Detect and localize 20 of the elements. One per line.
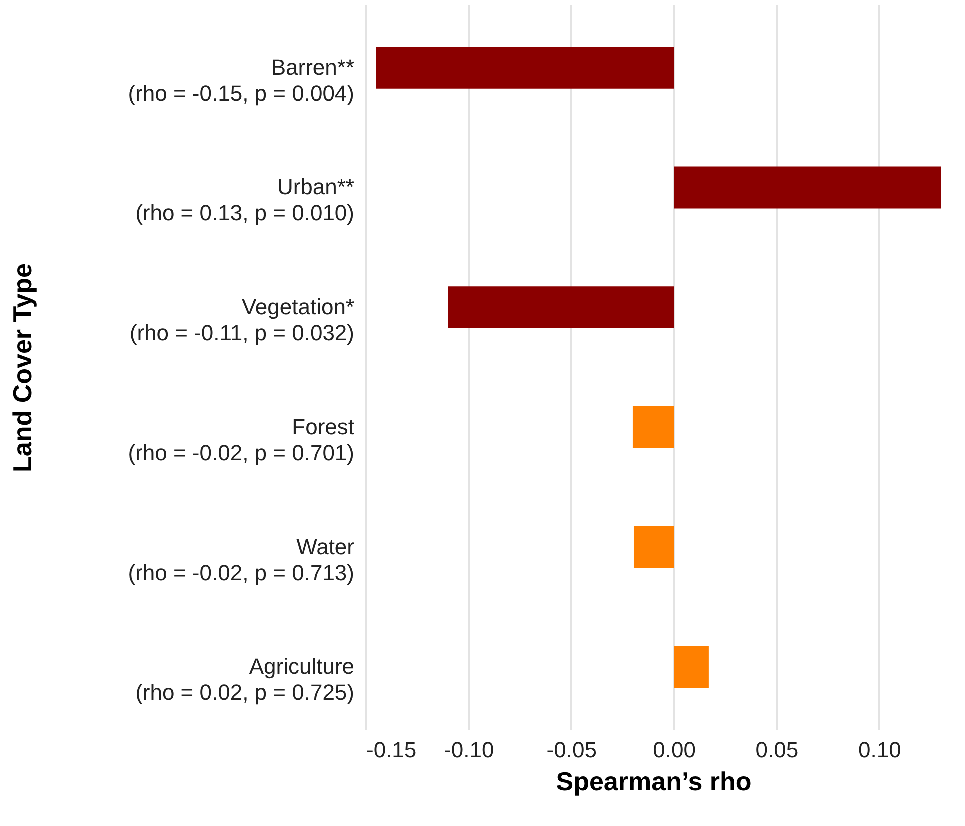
- bar: [632, 406, 674, 448]
- bar: [674, 166, 941, 209]
- x-tick-label: -0.05: [546, 738, 597, 762]
- y-tick-label: Agriculture (rho = 0.02, p = 0.725): [136, 654, 354, 706]
- bar: [376, 46, 674, 89]
- bar: [634, 526, 674, 568]
- x-tick-label: 0.10: [858, 738, 902, 762]
- y-tick-label: Forest (rho = -0.02, p = 0.701): [128, 414, 354, 466]
- x-tick-label: 0.00: [653, 738, 696, 762]
- x-tick-label: -0.15: [366, 738, 417, 762]
- bar: [448, 286, 674, 329]
- x-tick-label: -0.10: [444, 738, 494, 762]
- y-tick-label: Barren** (rho = -0.15, p = 0.004): [128, 54, 355, 106]
- x-axis-title: Spearman’s rho: [556, 766, 752, 796]
- bar: [674, 646, 709, 688]
- y-axis-title: Land Cover Type: [8, 263, 38, 473]
- x-tick-label: 0.05: [756, 738, 799, 762]
- y-tick-label: Water (rho = -0.02, p = 0.713): [128, 534, 354, 586]
- y-tick-label: Vegetation* (rho = -0.11, p = 0.032): [130, 294, 355, 346]
- y-tick-label: Urban** (rho = 0.13, p = 0.010): [136, 174, 355, 226]
